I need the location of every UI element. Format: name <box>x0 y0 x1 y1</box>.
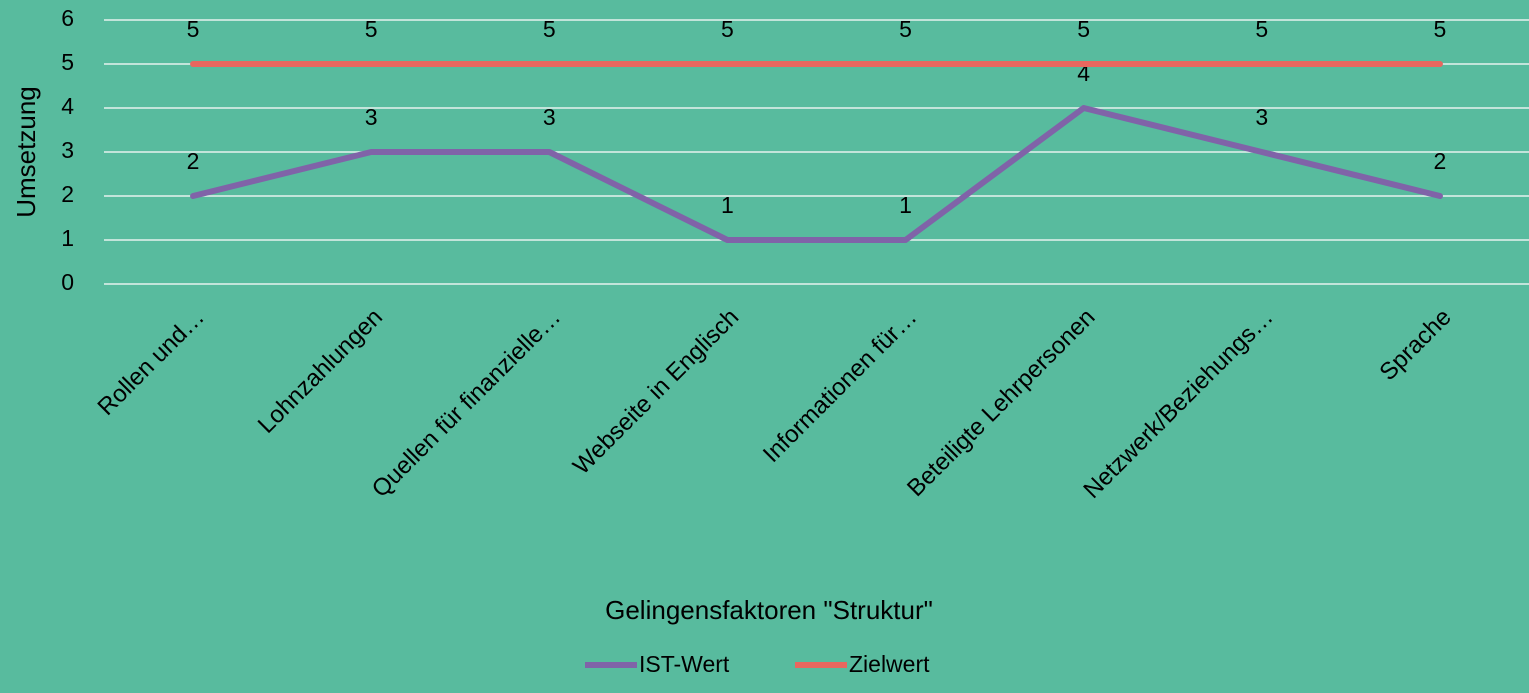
legend-label: Zielwert <box>849 651 930 677</box>
y-tick-label: 3 <box>61 137 74 163</box>
data-label: 5 <box>543 16 556 42</box>
data-label: 3 <box>543 104 556 130</box>
data-label: 2 <box>1434 148 1447 174</box>
series-line <box>190 105 1443 243</box>
y-tick-label: 6 <box>61 5 74 31</box>
y-axis-label: Umsetzung <box>11 86 41 218</box>
x-axis-label: Gelingensfaktoren "Struktur" <box>605 595 933 625</box>
data-label: 1 <box>721 192 734 218</box>
y-tick-label: 0 <box>61 269 74 295</box>
data-label: 5 <box>721 16 734 42</box>
data-label: 3 <box>365 104 378 130</box>
data-label: 3 <box>1255 104 1268 130</box>
data-label: 5 <box>365 16 378 42</box>
data-label: 5 <box>187 16 200 42</box>
data-label: 1 <box>899 192 912 218</box>
legend-label: IST-Wert <box>639 651 730 677</box>
data-label: 5 <box>899 16 912 42</box>
y-tick-label: 4 <box>61 93 74 119</box>
data-label: 5 <box>1255 16 1268 42</box>
y-tick-label: 2 <box>61 181 74 207</box>
y-tick-label: 1 <box>61 225 74 251</box>
data-label: 5 <box>1434 16 1447 42</box>
y-tick-label: 5 <box>61 49 74 75</box>
data-label: 5 <box>1077 16 1090 42</box>
data-label: 2 <box>187 148 200 174</box>
